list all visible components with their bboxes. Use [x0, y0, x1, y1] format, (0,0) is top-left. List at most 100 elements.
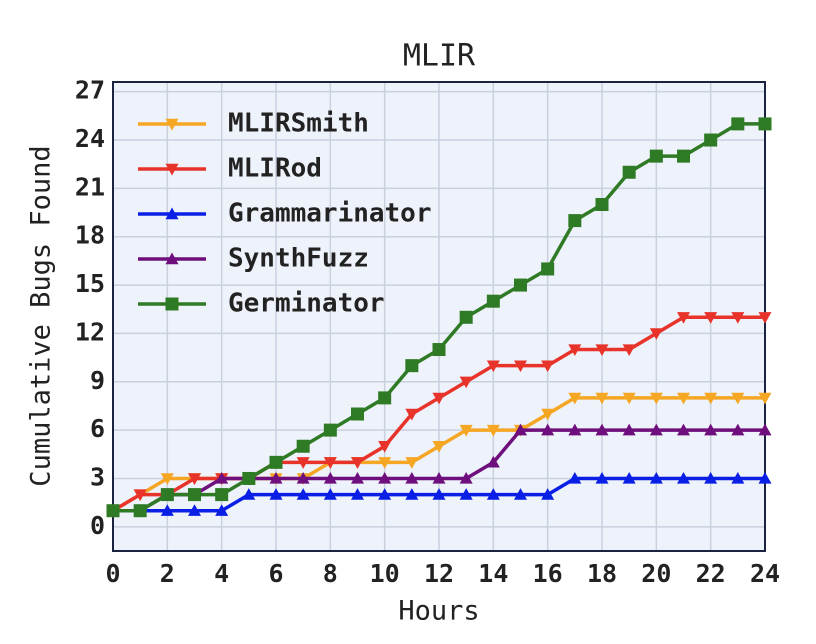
- marker: [432, 392, 446, 405]
- marker: [323, 488, 337, 500]
- marker: [731, 312, 745, 324]
- marker: [215, 504, 229, 516]
- marker: [378, 488, 392, 500]
- x-tick-label: 22: [696, 559, 726, 588]
- marker: [378, 457, 392, 469]
- marker: [165, 207, 179, 220]
- legend-label: MLIRod: [228, 154, 322, 184]
- x-tick-label: 20: [641, 559, 671, 588]
- marker: [215, 488, 229, 502]
- marker: [758, 471, 772, 484]
- marker: [677, 423, 690, 436]
- y-tick-label: 27: [75, 76, 105, 105]
- marker: [731, 392, 745, 405]
- marker: [514, 360, 527, 373]
- y-tick-label: 21: [75, 172, 105, 201]
- marker: [541, 262, 555, 276]
- marker: [459, 310, 473, 324]
- marker: [432, 488, 446, 500]
- marker: [296, 439, 310, 453]
- legend-label: Grammarinator: [228, 199, 432, 229]
- marker: [541, 423, 555, 436]
- x-tick-label: 6: [268, 559, 283, 588]
- marker: [541, 408, 555, 421]
- marker: [188, 473, 201, 485]
- marker: [323, 457, 337, 469]
- marker: [731, 117, 745, 131]
- marker: [568, 392, 582, 405]
- y-tick-label: 3: [90, 462, 105, 491]
- marker: [165, 252, 179, 265]
- marker: [595, 392, 609, 405]
- marker: [758, 117, 772, 131]
- marker: [541, 488, 555, 500]
- legend-label: MLIRSmith: [228, 109, 369, 139]
- marker: [165, 297, 179, 311]
- marker: [486, 488, 500, 500]
- marker: [677, 149, 690, 163]
- marker: [160, 473, 174, 485]
- marker: [758, 392, 772, 405]
- x-axis-label: Hours: [398, 596, 479, 627]
- x-tick-label: 10: [370, 559, 400, 588]
- marker: [731, 423, 745, 436]
- marker: [106, 504, 120, 518]
- marker: [242, 471, 256, 485]
- marker: [704, 133, 718, 147]
- marker: [486, 360, 500, 373]
- marker: [622, 344, 636, 357]
- marker: [351, 488, 364, 500]
- marker: [432, 471, 446, 484]
- x-tick-label: 14: [478, 559, 508, 588]
- marker: [269, 471, 283, 484]
- marker: [704, 423, 718, 436]
- marker: [649, 471, 663, 484]
- marker: [351, 407, 364, 421]
- marker: [568, 344, 582, 357]
- marker: [296, 488, 310, 500]
- y-tick-label: 18: [75, 221, 105, 250]
- marker: [704, 471, 718, 484]
- y-tick-label: 6: [90, 414, 105, 443]
- marker: [486, 424, 500, 437]
- marker: [622, 423, 636, 436]
- marker: [514, 278, 527, 292]
- marker: [595, 344, 609, 357]
- marker: [622, 392, 636, 405]
- marker: [514, 423, 527, 436]
- marker: [459, 488, 473, 500]
- marker: [215, 471, 229, 484]
- marker: [758, 312, 772, 324]
- marker: [323, 471, 337, 484]
- marker: [133, 489, 147, 502]
- marker: [622, 165, 636, 179]
- marker: [296, 457, 310, 469]
- marker: [188, 504, 201, 516]
- marker: [269, 488, 283, 500]
- marker: [649, 392, 663, 405]
- marker: [541, 360, 555, 373]
- chart-title: MLIR: [403, 39, 476, 74]
- marker: [595, 471, 609, 484]
- marker: [165, 163, 179, 176]
- marker: [731, 471, 745, 484]
- marker: [622, 471, 636, 484]
- marker: [704, 392, 718, 405]
- marker: [405, 457, 419, 469]
- marker: [432, 441, 446, 453]
- x-tick-label: 24: [750, 559, 780, 588]
- y-axis-label: Cumulative Bugs Found: [26, 145, 57, 486]
- x-tick-label: 16: [533, 559, 563, 588]
- marker: [677, 392, 690, 405]
- x-tick-label: 0: [105, 559, 120, 588]
- legend-label: Germinator: [228, 289, 385, 319]
- x-tick-label: 12: [424, 559, 454, 588]
- marker: [758, 423, 772, 436]
- marker: [432, 343, 446, 357]
- marker: [165, 118, 179, 131]
- marker: [405, 408, 419, 421]
- y-tick-label: 0: [90, 511, 105, 540]
- x-tick-label: 8: [323, 559, 338, 588]
- marker: [568, 423, 582, 436]
